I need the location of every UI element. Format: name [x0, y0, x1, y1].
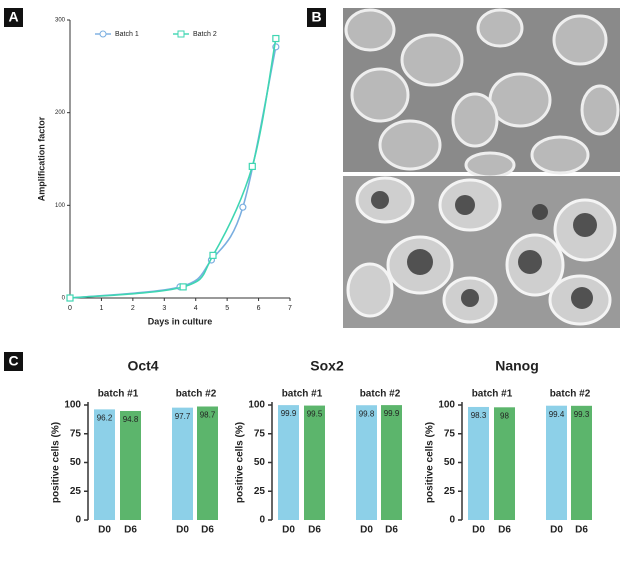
y-tick-label: 75 [444, 428, 456, 439]
value-label: 99.9 [384, 409, 400, 418]
y-tick-label: 0 [449, 515, 455, 526]
chart-title: Nanog [495, 358, 539, 374]
bar [94, 409, 115, 520]
group-label: batch #1 [98, 389, 139, 400]
y-axis-label: positive cells (%) [51, 422, 62, 503]
y-tick-label: 0 [75, 515, 81, 526]
x-tick-label: D0 [98, 525, 111, 536]
x-tick-label: D0 [176, 525, 189, 536]
y-tick-label: 75 [70, 428, 82, 439]
x-tick-label: D0 [550, 525, 563, 536]
y-tick-label: 0 [259, 515, 265, 526]
value-label: 99.5 [307, 410, 323, 419]
bar [197, 406, 218, 520]
group-label: batch #2 [176, 389, 217, 400]
legend-label: Batch 2 [193, 31, 217, 38]
bar [494, 407, 515, 520]
micrograph-top [343, 8, 620, 179]
bar [546, 405, 567, 520]
x-axis-label: Days in culture [148, 316, 213, 326]
group-label: batch #1 [472, 389, 513, 400]
x-tick-label: D6 [575, 525, 588, 536]
panel-label: A [8, 9, 18, 25]
y-tick-label: 0 [62, 296, 66, 302]
y-tick-label: 25 [70, 486, 82, 497]
marker [66, 294, 74, 302]
x-tick-label: D6 [308, 525, 321, 536]
y-tick-label: 200 [55, 110, 66, 116]
x-tick-label: 1 [99, 305, 103, 312]
value-label: 96.2 [97, 413, 113, 422]
x-tick-label: 2 [131, 305, 135, 312]
x-tick-label: 4 [194, 305, 198, 312]
x-tick-label: 3 [162, 305, 166, 312]
bar [278, 405, 299, 520]
value-label: 97.7 [175, 412, 191, 421]
value-label: 99.8 [359, 409, 375, 418]
y-tick-label: 25 [444, 486, 456, 497]
legend-marker [99, 30, 107, 38]
y-tick-label: 100 [438, 400, 455, 411]
marker [209, 251, 217, 259]
x-tick-label: D6 [124, 525, 137, 536]
y-tick-label: 100 [55, 203, 66, 209]
marker [248, 162, 256, 171]
series-line [69, 46, 277, 299]
x-tick-label: 5 [225, 305, 229, 312]
x-tick-label: 0 [68, 305, 72, 312]
y-tick-label: 100 [64, 400, 81, 411]
y-tick-label: 50 [70, 457, 82, 468]
group-label: batch #1 [282, 389, 323, 400]
y-tick-label: 100 [248, 400, 265, 411]
bar [381, 405, 402, 520]
chart-title: Oct4 [127, 358, 158, 374]
y-axis-label: positive cells (%) [425, 422, 436, 503]
marker [239, 203, 247, 211]
x-tick-label: D6 [201, 525, 214, 536]
bar [571, 405, 592, 520]
panel-label-box [4, 352, 23, 371]
bar [172, 407, 193, 520]
y-axis-label: positive cells (%) [235, 422, 246, 503]
x-tick-label: D0 [282, 525, 295, 536]
chart-title: Sox2 [310, 358, 344, 374]
y-axis-label: Amplification factor [36, 116, 46, 201]
panel-label: C [8, 353, 18, 369]
marker [272, 34, 280, 43]
value-label: 98.7 [200, 411, 216, 420]
legend-label: Batch 1 [115, 31, 139, 38]
value-label: 99.3 [574, 410, 590, 419]
panel-label: B [311, 9, 321, 25]
value-label: 94.8 [123, 415, 139, 424]
bar [120, 410, 141, 520]
x-tick-label: D0 [472, 525, 485, 536]
y-tick-label: 75 [254, 428, 266, 439]
micrograph-bottom [343, 176, 620, 328]
panel-label-box [307, 8, 326, 27]
x-tick-label: D6 [498, 525, 511, 536]
bar [468, 406, 489, 520]
legend-marker [177, 30, 185, 38]
value-label: 98 [500, 411, 509, 420]
x-tick-label: D6 [385, 525, 398, 536]
y-tick-label: 300 [55, 18, 66, 24]
x-tick-label: D0 [360, 525, 373, 536]
series-line [69, 38, 277, 299]
value-label: 99.4 [549, 410, 565, 419]
group-label: batch #2 [360, 389, 401, 400]
x-tick-label: 6 [257, 305, 261, 312]
marker [179, 283, 187, 291]
bar [304, 405, 325, 520]
group-label: batch #2 [550, 389, 591, 400]
value-label: 99.9 [281, 409, 297, 418]
bar [356, 405, 377, 520]
panel-label-box [4, 8, 23, 27]
y-tick-label: 25 [254, 486, 266, 497]
y-tick-label: 50 [444, 457, 456, 468]
x-tick-label: 7 [288, 305, 292, 312]
value-label: 98.3 [471, 411, 487, 420]
y-tick-label: 50 [254, 457, 266, 468]
